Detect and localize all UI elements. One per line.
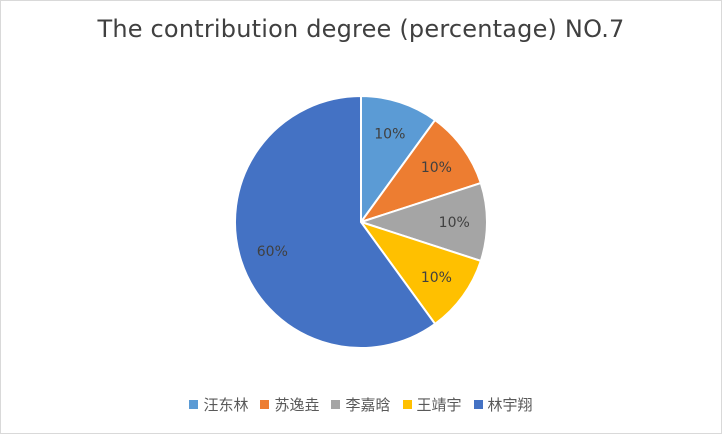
legend-swatch [260,400,270,409]
legend-label: 苏逸垚 [274,396,320,414]
legend-label: 汪东林 [203,396,249,414]
legend-item-1: 汪东林 [189,394,248,415]
pie-slice-1 [360,94,437,226]
pie-slice-3 [357,181,488,263]
pie-slice-4 [358,220,483,326]
legend-item-2: 苏逸垚 [260,394,319,415]
legend-swatch [189,400,199,409]
data-label-3: 10% [439,215,470,231]
data-label-2: 10% [421,160,452,176]
legend-label: 李嘉晗 [345,396,391,414]
pie-slice-5 [234,94,437,349]
legend-swatch [473,400,483,409]
data-label-1: 10% [374,126,405,142]
legend-label: 王靖宇 [416,396,462,414]
legend-swatch [402,400,412,409]
chart-title: The contribution degree (percentage) NO.… [97,15,625,43]
legend-item-5: 林宇翔 [473,394,533,415]
legend: 汪东林 苏逸垚 李嘉晗 王靖宇 林宇翔 [1,394,721,415]
data-label-4: 10% [421,270,452,286]
legend-label: 林宇翔 [487,396,533,414]
data-label-5: 60% [257,244,288,260]
legend-item-4: 王靖宇 [402,394,462,415]
pie-slice-2 [358,118,483,224]
legend-swatch [331,400,341,409]
legend-item-3: 李嘉晗 [331,394,391,415]
